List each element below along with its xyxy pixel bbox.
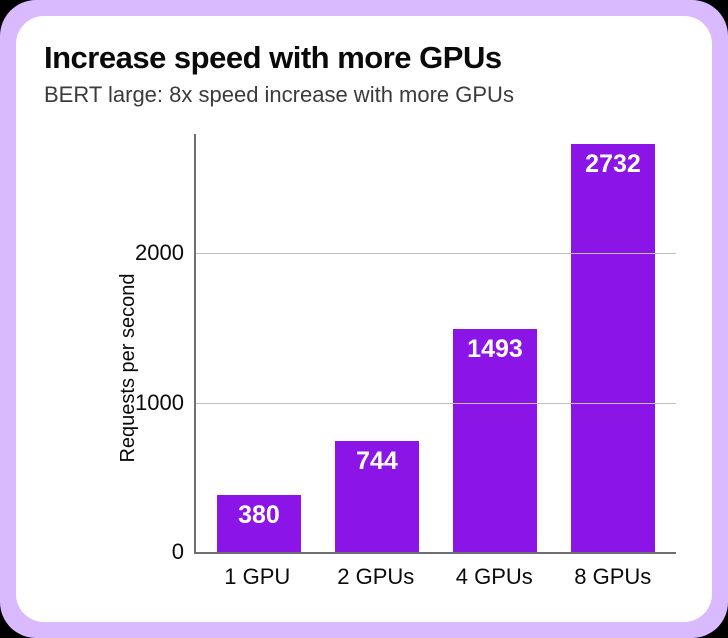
bar-slot: 2732 <box>554 134 672 552</box>
gridline <box>196 403 676 404</box>
chart-title: Increase speed with more GPUs <box>44 40 684 76</box>
x-tick-label: 4 GPUs <box>435 554 554 602</box>
y-tick-label: 2000 <box>135 240 184 266</box>
bar: 744 <box>335 441 420 552</box>
bar-value-label: 380 <box>217 501 302 530</box>
bar-slot: 380 <box>200 134 318 552</box>
chart-subtitle: BERT large: 8x speed increase with more … <box>44 82 684 108</box>
bar-slot: 1493 <box>436 134 554 552</box>
x-tick-label: 2 GPUs <box>317 554 436 602</box>
chart-card: Increase speed with more GPUs BERT large… <box>16 16 712 622</box>
x-tick-label: 8 GPUs <box>554 554 673 602</box>
bar: 380 <box>217 495 302 552</box>
y-axis-label: Requests per second <box>117 273 140 462</box>
chart-zone: Requests per second 380 744 1493 2732 0 1000… <box>44 134 684 602</box>
x-tick-label: 1 GPU <box>198 554 317 602</box>
outer-frame: Increase speed with more GPUs BERT large… <box>0 0 728 638</box>
bar: 2732 <box>571 144 656 552</box>
bar: 1493 <box>453 329 538 552</box>
x-ticks: 1 GPU2 GPUs4 GPUs8 GPUs <box>194 554 676 602</box>
bars-container: 380 744 1493 2732 <box>196 134 676 552</box>
bar-value-label: 744 <box>335 447 420 476</box>
gridline <box>196 253 676 254</box>
plot-area: 38074414932732 010002000 <box>194 134 676 554</box>
y-tick-label: 0 <box>172 539 184 565</box>
bar-value-label: 1493 <box>453 335 538 364</box>
y-tick-label: 1000 <box>135 390 184 416</box>
bar-value-label: 2732 <box>571 150 656 179</box>
bar-slot: 744 <box>318 134 436 552</box>
